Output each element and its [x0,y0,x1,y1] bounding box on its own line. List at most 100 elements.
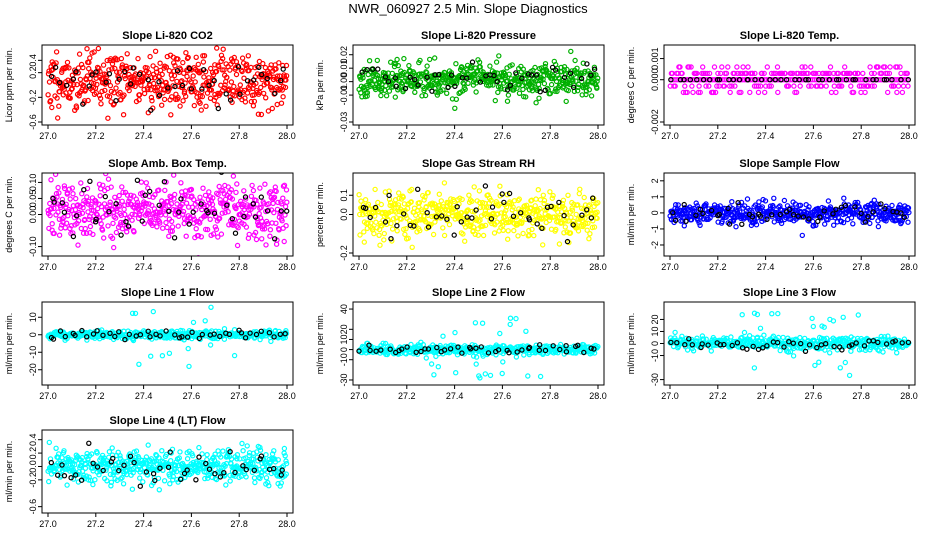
data-point [833,89,839,96]
data-point [582,68,588,75]
data-point [126,87,132,94]
y-tick-label: 10 [28,312,38,322]
data-point [124,51,130,57]
x-tick-label: 27.8 [230,262,248,272]
data-point [491,72,497,79]
data-point [49,220,55,227]
data-point [594,85,600,91]
data-point [116,192,122,199]
data-point [752,76,758,83]
data-points [667,310,912,379]
data-point [575,228,582,234]
data-point [686,64,692,70]
data-point [488,216,495,222]
data-point [400,194,406,200]
data-point [465,80,471,87]
panel-temp: Slope Li-820 Temp.27.0 27.2 27.4 27.6 27.8 28… [626,30,918,141]
data-point [102,87,108,94]
data-point [112,194,118,200]
data-point [440,225,446,231]
data-point [452,105,458,112]
data-point [906,209,912,216]
data-point [549,195,556,201]
data-point [49,104,55,111]
x-tick-label: 27.4 [135,131,153,141]
data-point [591,346,597,352]
data-point [159,353,166,359]
data-point [118,219,124,226]
data-point [93,216,99,222]
data-point [370,66,376,72]
data-point [108,483,114,489]
data-point [143,200,150,207]
data-point [106,449,113,455]
data-point [429,88,435,94]
data-point [368,220,374,226]
data-point [815,218,821,225]
data-point [70,190,76,197]
data-point [234,242,241,249]
data-point [485,350,492,356]
y-tick-label: -0.002 [650,109,660,135]
data-point [526,217,533,223]
data-point [395,202,402,208]
data-point [515,233,521,239]
data-point [62,333,69,340]
data-point [563,343,569,349]
data-point [717,342,724,348]
data-point [284,199,290,205]
data-point [372,213,378,219]
data-point [106,211,112,217]
data-point [563,218,569,224]
data-point [74,33,78,37]
data-point [452,329,458,336]
data-point [95,45,102,52]
data-point [830,318,837,324]
data-point [588,345,594,351]
x-tick-label: 27.6 [183,262,201,272]
data-point [83,230,90,236]
data-point [228,79,235,85]
data-point [377,242,383,248]
y-tick-label: -10 [339,353,349,366]
data-point [428,361,435,367]
data-point [526,344,533,351]
data-point [805,206,811,213]
data-point [837,365,844,371]
data-point [200,59,207,65]
data-point [364,66,370,73]
data-point [567,70,574,76]
data-point [87,178,93,184]
data-point [145,109,151,116]
data-point [266,330,273,336]
data-point [883,76,890,83]
data-point [193,54,199,61]
data-point [458,219,464,225]
data-point [836,76,842,83]
data-point [865,83,872,89]
data-point [905,83,911,89]
data-point [796,76,803,83]
data-point [850,221,856,227]
data-point [497,330,503,337]
data-point [442,206,449,213]
data-point [389,226,396,232]
data-point [409,244,415,250]
data-point [142,192,148,198]
data-point [72,207,79,213]
data-point [570,84,577,91]
data-point [793,89,800,96]
data-point [199,86,205,92]
data-point [242,335,249,341]
x-tick-label: 27.4 [446,131,464,141]
data-point [359,69,365,75]
data-point [448,69,455,76]
data-point [507,82,514,89]
data-point [591,66,598,72]
data-point [728,334,734,340]
data-point [828,89,835,96]
data-point [266,327,273,333]
data-point [594,209,600,215]
